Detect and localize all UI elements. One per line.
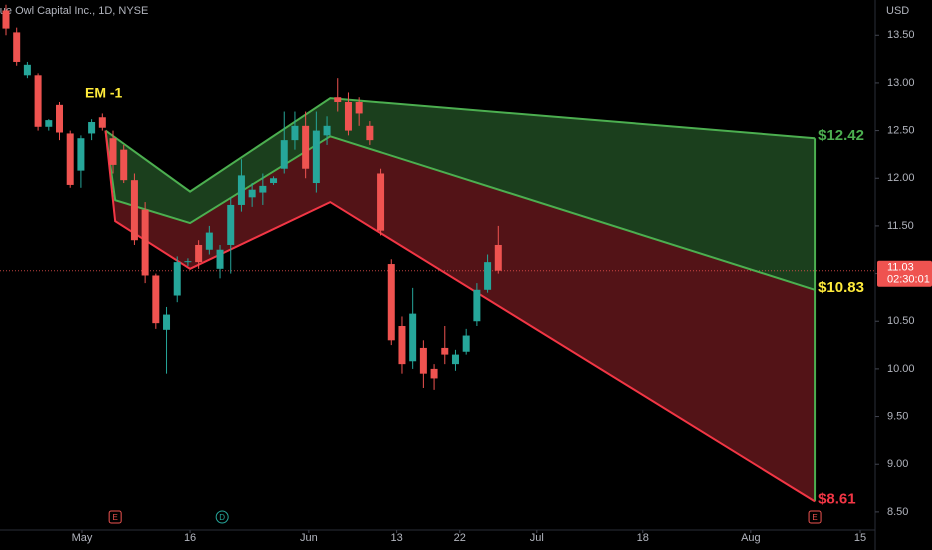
candle-body: [366, 125, 374, 141]
candle-body: [419, 347, 427, 374]
candle-body: [56, 104, 64, 133]
y-tick-label: 10.50: [887, 315, 915, 327]
upper-label: $12.42: [818, 127, 864, 144]
y-tick-label: 9.50: [887, 410, 908, 422]
candle-body: [441, 347, 449, 355]
candle-body: [451, 354, 459, 365]
candle-body: [152, 275, 160, 324]
candle-body: [173, 262, 181, 296]
candle-body: [88, 122, 96, 134]
x-tick-label: 22: [454, 532, 466, 544]
middle-label: $10.83: [818, 279, 864, 296]
candle-body: [237, 175, 245, 205]
candle-body: [409, 313, 417, 362]
candle-body: [494, 244, 502, 271]
x-tick-label: Jun: [300, 532, 318, 544]
event-label: E: [112, 513, 117, 522]
lower-band: [105, 130, 816, 502]
candle-body: [120, 149, 128, 181]
candle-body: [473, 289, 481, 322]
candle-body: [34, 75, 42, 127]
x-tick-label: Aug: [741, 532, 761, 544]
y-tick-label: 12.00: [887, 172, 915, 184]
candle-body: [280, 140, 288, 169]
y-tick-label: 8.50: [887, 506, 908, 518]
candle-body: [163, 314, 171, 330]
x-tick-label: 18: [637, 532, 649, 544]
candle-body: [344, 101, 352, 131]
candle-body: [398, 326, 406, 365]
candle-body: [312, 130, 320, 184]
last-price-box: [877, 260, 932, 287]
y-tick-label: 11.50: [887, 220, 914, 232]
candle-body: [323, 125, 331, 136]
candle-body: [430, 368, 438, 379]
candle-body: [184, 261, 192, 263]
y-tick-label: 12.50: [887, 124, 915, 136]
candle-body: [109, 138, 117, 165]
annotation: EM -1: [85, 85, 123, 101]
candle-body: [227, 204, 235, 245]
event-icon: [108, 510, 122, 524]
candle-body: [98, 117, 106, 128]
candle-body: [141, 209, 149, 276]
candle-body: [484, 262, 492, 290]
y-tick-label: 10.00: [887, 363, 915, 375]
candle-body: [387, 264, 395, 341]
candle-body: [195, 244, 203, 263]
x-tick-label: 16: [184, 532, 196, 544]
y-tick-label: 13.50: [887, 29, 915, 41]
chart-title: Blue Owl Capital Inc., 1D, NYSE: [0, 5, 148, 17]
candle-body: [334, 97, 342, 102]
event-icon: [215, 510, 229, 524]
candle-body: [291, 125, 299, 141]
candle-body: [130, 180, 138, 241]
y-tick-label: 9.00: [887, 458, 908, 470]
candle-body: [462, 335, 470, 352]
candle-body: [13, 32, 21, 62]
lower-line: [104, 130, 816, 503]
x-tick-label: 13: [390, 532, 402, 544]
event-label: E: [812, 513, 817, 522]
candle-body: [66, 133, 74, 185]
countdown-label: 02:30:01: [887, 274, 930, 286]
candle-body: [302, 125, 310, 169]
candle-body: [23, 64, 31, 76]
y-tick-label: 13.00: [887, 77, 915, 89]
x-tick-label: May: [72, 532, 93, 544]
currency-label: USD: [886, 5, 909, 17]
x-tick-label: 15: [854, 532, 866, 544]
event-icon: [808, 510, 822, 524]
middle-line: [104, 130, 816, 291]
upper-line: [104, 97, 816, 193]
candle-body: [2, 10, 10, 29]
candle-body: [355, 101, 363, 114]
x-tick-label: Jul: [530, 532, 544, 544]
candle-body: [377, 173, 385, 231]
candle-body: [259, 185, 267, 193]
lower-label: $8.61: [818, 490, 856, 507]
candle-body: [77, 138, 85, 171]
candle-body: [45, 120, 53, 127]
event-label: D: [219, 513, 225, 522]
candle-body: [270, 178, 278, 184]
last-price-label: 11.03: [887, 262, 914, 274]
candle-body: [205, 232, 213, 250]
candle-body: [216, 249, 224, 269]
candle-body: [248, 189, 256, 198]
